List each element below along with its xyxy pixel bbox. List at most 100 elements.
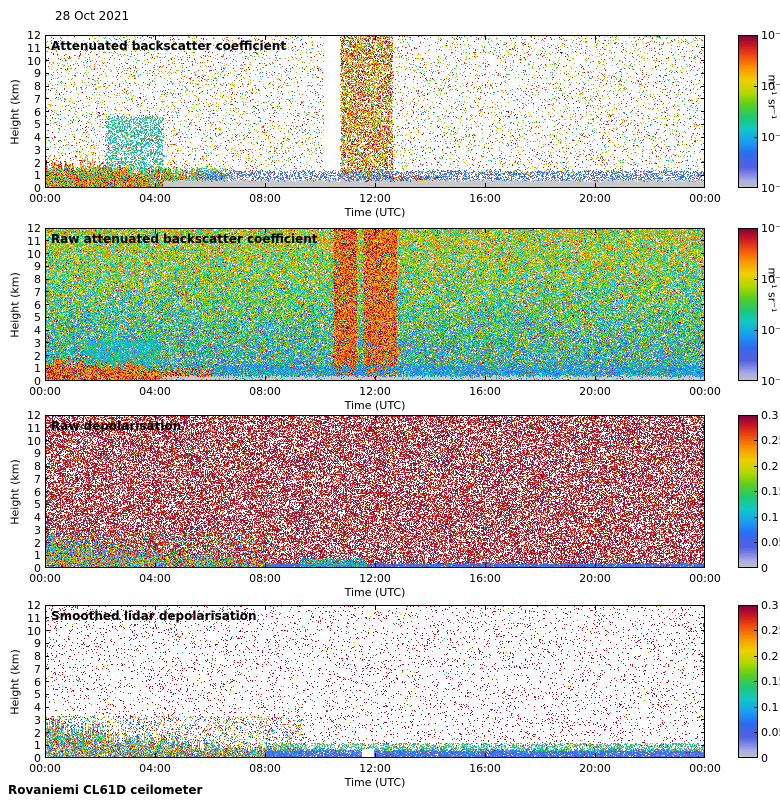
y-tick-label: 5 [34, 311, 41, 325]
y-tick-label: 10 [27, 434, 41, 448]
x-tick-label: 00:00 [29, 572, 61, 585]
y-tick-label: 9 [34, 637, 41, 651]
y-tick-label: 4 [34, 131, 41, 144]
colorbar-unit-label: m⁻¹ sr⁻¹ [765, 74, 779, 120]
x-tick-label: 12:00 [359, 385, 391, 398]
panel-title-smoothed-lidar-depolarisation: Smoothed lidar depolarisation [51, 609, 257, 623]
y-axis-label: Height (km) [8, 78, 22, 145]
y-tick-label: 4 [34, 701, 41, 714]
y-tick-label: 9 [34, 67, 41, 81]
x-tick-label: 08:00 [249, 762, 281, 775]
y-tick-label: 5 [34, 688, 41, 702]
y-tick-label: 5 [34, 118, 41, 132]
panel-title-raw-depolarisation: Raw depolarisation [51, 419, 182, 433]
x-tick-label: 16:00 [469, 385, 501, 398]
x-axis-label: Time (UTC) [344, 586, 406, 599]
date-label: 28 Oct 2021 [55, 9, 130, 23]
y-tick-label: 12 [27, 29, 41, 42]
y-tick-label: 3 [34, 713, 41, 727]
x-tick-label: 20:00 [579, 572, 611, 585]
y-tick-label: 1 [34, 362, 41, 376]
y-tick-label: 3 [34, 336, 41, 350]
x-tick-label: 12:00 [359, 572, 391, 585]
colorbar-tick-label: 10⁻⁵ [761, 79, 780, 93]
x-axis-label: Time (UTC) [344, 399, 406, 412]
y-tick-label: 8 [34, 650, 41, 663]
colorbar-canvas-raw-attenuated-backscatter-coefficient [738, 228, 758, 381]
colorbar-tick-label: 10⁻⁴ [761, 221, 780, 235]
y-tick-label: 2 [34, 726, 41, 740]
x-tick-label: 12:00 [359, 762, 391, 775]
y-tick-label: 10 [27, 54, 41, 68]
colorbar-canvas-smoothed-lidar-depolarisation [738, 605, 758, 758]
instrument-label: Rovaniemi CL61D ceilometer [8, 783, 203, 797]
y-tick-label: 1 [34, 739, 41, 753]
colorbar-tick-label: 0.2 [761, 459, 779, 473]
panel-title-raw-attenuated-backscatter-coefficient: Raw attenuated backscatter coefficient [51, 232, 318, 246]
colorbar-tick-label: 0.1 [761, 700, 779, 714]
x-tick-label: 20:00 [579, 762, 611, 775]
y-tick-label: 1 [34, 549, 41, 563]
x-tick-label: 00:00 [29, 385, 61, 398]
colorbar-tick-label: 0.05 [761, 536, 780, 549]
y-tick-label: 12 [27, 599, 41, 612]
y-axis-label: Height (km) [8, 648, 22, 715]
plot-canvas-attenuated-backscatter-coefficient [45, 35, 705, 188]
colorbar-tick-label: 0 [761, 561, 768, 575]
y-tick-label: 8 [34, 80, 41, 93]
y-tick-label: 11 [27, 234, 41, 248]
y-tick-label: 2 [34, 156, 41, 170]
x-tick-label: 16:00 [469, 762, 501, 775]
colorbar-tick-label: 10⁻⁵ [761, 272, 780, 286]
y-tick-label: 6 [34, 298, 41, 312]
colorbar-tick-label: 0.15 [761, 675, 780, 688]
y-tick-label: 7 [34, 285, 41, 299]
y-tick-label: 0 [34, 182, 41, 195]
plot-canvas-raw-depolarisation [45, 415, 705, 568]
panel-title-attenuated-backscatter-coefficient: Attenuated backscatter coefficient [51, 39, 287, 53]
y-tick-label: 2 [34, 536, 41, 550]
y-axis-label: Height (km) [8, 458, 22, 525]
x-tick-label: 04:00 [139, 762, 171, 775]
colorbar-canvas-raw-depolarisation [738, 415, 758, 568]
y-tick-label: 9 [34, 447, 41, 461]
y-tick-label: 6 [34, 675, 41, 689]
x-tick-label: 20:00 [579, 385, 611, 398]
x-tick-label: 00:00 [29, 192, 61, 205]
colorbar-tick-label: 10⁻⁷ [761, 181, 780, 195]
y-tick-label: 10 [27, 247, 41, 261]
x-tick-label: 00:00 [689, 192, 721, 205]
x-axis-label: Time (UTC) [344, 206, 406, 219]
y-tick-label: 0 [34, 752, 41, 765]
x-tick-label: 00:00 [689, 385, 721, 398]
x-tick-label: 08:00 [249, 385, 281, 398]
colorbar-tick-label: 0.1 [761, 510, 779, 524]
x-tick-label: 12:00 [359, 192, 391, 205]
x-tick-label: 16:00 [469, 192, 501, 205]
x-tick-label: 04:00 [139, 192, 171, 205]
y-tick-label: 7 [34, 662, 41, 676]
colorbar-tick-label: 0.25 [761, 434, 780, 447]
colorbar-canvas-attenuated-backscatter-coefficient [738, 35, 758, 188]
y-tick-label: 6 [34, 105, 41, 119]
y-tick-label: 1 [34, 169, 41, 183]
x-tick-label: 00:00 [689, 762, 721, 775]
x-tick-label: 04:00 [139, 572, 171, 585]
y-tick-label: 7 [34, 472, 41, 486]
y-tick-label: 10 [27, 624, 41, 638]
y-tick-label: 11 [27, 421, 41, 435]
y-tick-label: 3 [34, 143, 41, 157]
colorbar-tick-label: 0 [761, 751, 768, 765]
x-tick-label: 00:00 [689, 572, 721, 585]
y-tick-label: 12 [27, 222, 41, 235]
plot-canvas-raw-attenuated-backscatter-coefficient [45, 228, 705, 381]
x-axis-label: Time (UTC) [344, 776, 406, 789]
y-tick-label: 4 [34, 324, 41, 337]
y-tick-label: 2 [34, 349, 41, 363]
colorbar-tick-label: 10⁻⁶ [761, 130, 780, 144]
x-tick-label: 00:00 [29, 762, 61, 775]
y-tick-label: 0 [34, 562, 41, 575]
y-tick-label: 3 [34, 523, 41, 537]
y-tick-label: 5 [34, 498, 41, 512]
